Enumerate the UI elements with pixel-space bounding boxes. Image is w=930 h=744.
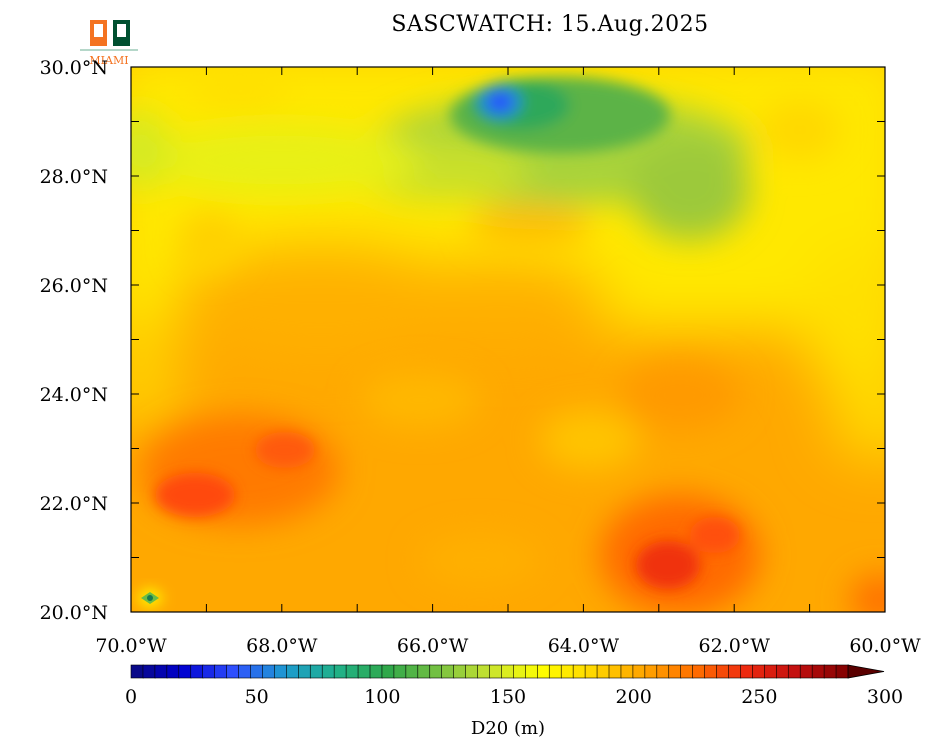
colorbar-segment: [381, 664, 395, 679]
colorbar-segment: [501, 664, 515, 679]
logo-divider: [80, 49, 138, 51]
colorbar-segment: [238, 664, 252, 679]
colorbar-segment: [680, 664, 694, 679]
colorbar-segment: [142, 664, 156, 679]
x-tick-label: 62.0°W: [699, 635, 771, 657]
colorbar-segment: [441, 664, 455, 679]
colorbar-segment: [644, 664, 658, 679]
y-tick-label: 24.0°N: [40, 384, 108, 406]
logo-text: MIAMI: [89, 54, 129, 67]
y-tick-label: 30.0°N: [40, 57, 108, 79]
y-axis-labels: 20.0°N 22.0°N 24.0°N 26.0°N 28.0°N 30.0°N: [40, 57, 108, 624]
colorbar-segment: [799, 664, 813, 679]
colorbar-segment: [596, 664, 610, 679]
colorbar-tick-label: 250: [741, 686, 777, 708]
colorbar-segment: [584, 664, 598, 679]
page-title: SASCWATCH: 15.Aug.2025: [391, 12, 709, 37]
colorbar-segment: [835, 664, 849, 679]
colorbar-segment: [489, 664, 503, 679]
colorbar-segment: [728, 664, 742, 679]
colorbar-tick-label: 100: [364, 686, 400, 708]
x-tick-label: 68.0°W: [246, 635, 318, 657]
colorbar-segment: [357, 664, 371, 679]
colorbar-segment: [632, 664, 646, 679]
colorbar-extend-arrow: [847, 664, 885, 679]
colorbar-segment: [752, 664, 766, 679]
colorbar-segment: [309, 664, 323, 679]
colorbar-segment: [740, 664, 754, 679]
colorbar-segment: [572, 664, 586, 679]
axis-ticks: [130, 66, 886, 613]
colorbar-segment: [536, 664, 551, 679]
colorbar-segment: [560, 664, 574, 679]
x-axis-labels: 70.0°W 68.0°W 66.0°W 64.0°W 62.0°W 60.0°W: [95, 635, 921, 657]
colorbar-tick-label: 200: [616, 686, 652, 708]
colorbar-segment: [178, 664, 192, 679]
colorbar-segment: [274, 664, 288, 679]
colorbar-tick-label: 0: [125, 686, 137, 708]
colorbar-segment: [417, 664, 431, 679]
y-tick-label: 28.0°N: [40, 166, 108, 188]
colorbar-segment: [608, 664, 622, 679]
x-tick-label: 70.0°W: [95, 635, 167, 657]
colorbar-segment: [513, 664, 527, 679]
colorbar-segment: [465, 664, 479, 679]
colorbar-segment: [130, 664, 144, 679]
colorbar-segment: [548, 664, 562, 679]
colorbar-segment: [393, 664, 407, 679]
colorbar-segment: [525, 664, 539, 679]
colorbar-segment: [453, 664, 467, 679]
colorbar-segment: [429, 664, 443, 679]
colorbar-segment: [369, 664, 383, 679]
colorbar-segment: [202, 664, 216, 679]
y-tick-label: 22.0°N: [40, 493, 108, 515]
colorbar-segment: [823, 664, 837, 679]
colorbar-segment: [405, 664, 419, 679]
colorbar-segment: [286, 664, 300, 679]
colorbar-segment: [345, 664, 359, 679]
colorbar-tick-label: 150: [490, 686, 526, 708]
colorbar-segment: [692, 664, 706, 679]
colorbar-segment: [166, 664, 180, 679]
x-tick-label: 60.0°W: [849, 635, 921, 657]
x-tick-label: 66.0°W: [397, 635, 469, 657]
colorbar-segment: [764, 664, 778, 679]
d20-field: [131, 67, 885, 612]
colorbar-segment: [656, 664, 670, 679]
u-logo-icon: [90, 20, 130, 46]
colorbar-segment: [214, 664, 228, 679]
y-tick-label: 20.0°N: [40, 602, 108, 624]
colorbar-segment: [811, 664, 825, 679]
colorbar-segment: [250, 664, 264, 679]
colorbar-segment: [716, 664, 730, 679]
colorbar-segment: [333, 664, 347, 679]
colorbar-segment: [154, 664, 168, 679]
colorbar: [130, 664, 885, 679]
colorbar-segment: [321, 664, 335, 679]
colorbar-segment: [226, 664, 240, 679]
colorbar-segment: [668, 664, 682, 679]
miami-logo: MIAMI: [80, 18, 138, 70]
colorbar-tick-label: 50: [245, 686, 269, 708]
colorbar-tick-label: 300: [867, 686, 903, 708]
colorbar-segment: [477, 664, 491, 679]
colorbar-segment: [297, 664, 312, 679]
colorbar-segment: [620, 664, 634, 679]
colorbar-segment: [262, 664, 276, 679]
colorbar-segment: [787, 664, 801, 679]
colorbar-segment: [704, 664, 718, 679]
x-tick-label: 64.0°W: [548, 635, 620, 657]
colorbar-segment: [775, 664, 790, 679]
colorbar-title: D20 (m): [471, 718, 545, 739]
colorbar-segment: [190, 664, 204, 679]
colorbar-tick-labels: 0 50 100 150 200 250 300: [125, 686, 903, 708]
y-tick-label: 26.0°N: [40, 275, 108, 297]
